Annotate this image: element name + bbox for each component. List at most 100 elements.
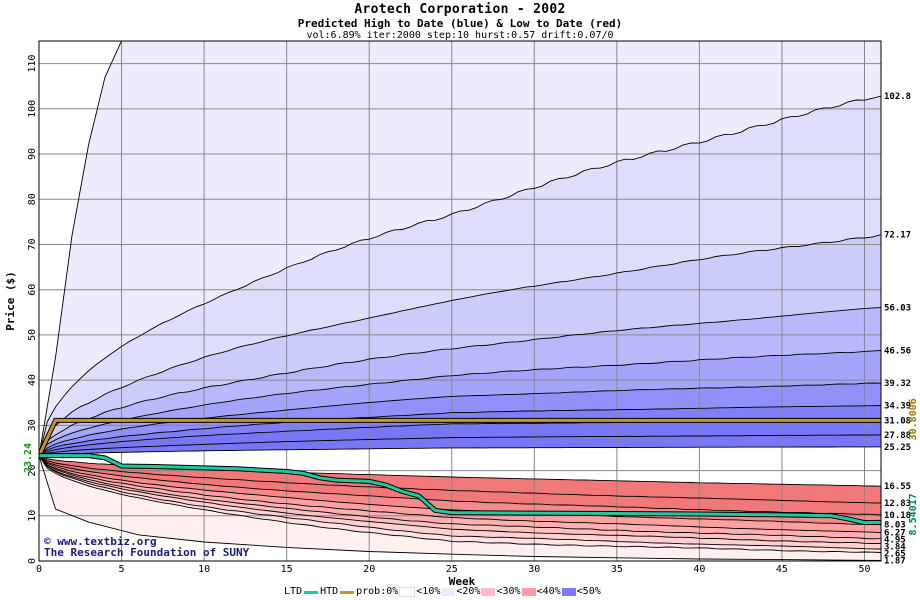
quantile-end-label: 1.87 <box>884 557 906 567</box>
quantile-end-label: 6.27 <box>884 529 906 539</box>
high-probability-band <box>39 96 881 456</box>
high-probability-band <box>39 434 881 456</box>
x-tick-label: 0 <box>36 564 42 575</box>
legend-htd-swatch <box>340 590 355 594</box>
y-axis-label: Price ($) <box>4 271 17 331</box>
ltd-end-value: 8.54017 <box>908 493 919 535</box>
x-tick-label: 30 <box>528 564 540 575</box>
watermark-site: © www.textbiz.org <box>44 535 157 548</box>
legend-prob-label: prob:0% <box>356 586 399 597</box>
low-quantile-line <box>39 455 881 553</box>
low-probability-band <box>39 455 881 561</box>
high-probability-band <box>39 41 881 456</box>
low-quantile-line <box>39 455 881 540</box>
x-tick-label: 10 <box>198 564 210 575</box>
quantile-end-label: 102.8 <box>884 92 911 102</box>
chart-legend: LTD HTD prob:0% <10% <20% <30% <40% <50% <box>284 586 601 599</box>
y-tick-label: 30 <box>27 419 38 431</box>
simulation-params: vol:6.89% iter:2000 step:10 hurst:0.57 d… <box>306 30 614 41</box>
high-quantile-line <box>39 350 881 457</box>
legend-band-swatch <box>521 588 536 596</box>
quantile-end-label: 12.83 <box>884 499 911 509</box>
low-quantile-line <box>39 455 881 545</box>
legend-band-label: <50% <box>576 586 601 597</box>
y-tick-label: 50 <box>27 329 38 341</box>
htd-end-value: 30.8006 <box>908 398 919 440</box>
legend-htd-label: HTD <box>320 586 339 597</box>
high-quantile-line <box>39 405 881 457</box>
quantile-end-label: 25.25 <box>884 443 911 453</box>
low-probability-band <box>39 455 881 503</box>
y-tick-label: 20 <box>27 465 38 477</box>
low-quantile-line <box>39 455 881 516</box>
high-probability-band <box>39 383 881 456</box>
chart-header: Arotech Corporation - 2002 Predicted Hig… <box>0 0 920 42</box>
x-axis-label: Week <box>449 575 476 588</box>
legend-ltd-label: LTD <box>284 586 303 597</box>
quantile-end-label: 27.88 <box>884 431 911 441</box>
y-tick-label: 90 <box>27 148 38 160</box>
low-probability-band <box>39 455 881 549</box>
low-quantile-line <box>39 455 881 504</box>
legend-band-label: <40% <box>536 586 561 597</box>
high-quantile-line <box>39 95 881 457</box>
quantile-end-label: 46.56 <box>884 346 911 356</box>
y-tick-label: 10 <box>27 510 38 522</box>
watermark-org: The Research Foundation of SUNY <box>44 546 250 559</box>
legend-ltd-swatch <box>304 590 319 594</box>
high-probability-band <box>39 307 881 456</box>
chart-subtitle: Predicted High to Date (blue) & Low to D… <box>297 17 623 30</box>
x-tick-label: 15 <box>281 564 293 575</box>
legend-band-swatch <box>561 588 576 596</box>
x-tick-label: 50 <box>858 564 870 575</box>
y-tick-label: 60 <box>27 284 38 296</box>
legend-band-swatch <box>481 588 496 596</box>
quantile-end-label: 39.32 <box>884 379 911 389</box>
high-quantile-line <box>39 446 881 457</box>
high-probability-band <box>39 420 881 456</box>
legend-band-label: <10% <box>416 586 441 597</box>
high-quantile-line <box>39 307 881 457</box>
quantile-end-label: 3.84 <box>884 543 906 553</box>
low-quantile-line <box>39 455 881 561</box>
x-tick-label: 20 <box>363 564 375 575</box>
htd-line <box>39 418 881 457</box>
low-probability-band <box>39 455 881 533</box>
high-quantile-line <box>39 434 881 457</box>
low-quantile-line <box>39 455 881 550</box>
quantile-end-label: 34.39 <box>884 401 911 411</box>
ltd-line <box>39 454 881 525</box>
legend-band-label: <20% <box>456 586 481 597</box>
plot-frame <box>38 40 882 562</box>
start-price-label: 23.24 <box>23 443 34 473</box>
x-tick-label: 40 <box>693 564 705 575</box>
y-tick-label: 80 <box>27 193 38 205</box>
quantile-end-label: 2.65 <box>884 550 906 560</box>
median-band <box>39 446 881 487</box>
x-tick-label: 35 <box>611 564 623 575</box>
x-tick-label: 5 <box>119 564 125 575</box>
low-probability-band <box>39 455 881 515</box>
y-tick-label: 100 <box>27 100 38 118</box>
quantile-end-label: 56.03 <box>884 304 911 314</box>
legend-band-swatch <box>441 588 456 596</box>
quantile-end-label: 31.08 <box>884 416 911 426</box>
quantile-end-label: 72.17 <box>884 231 911 241</box>
high-probability-band <box>39 350 881 456</box>
quantile-end-label: 16.55 <box>884 482 911 492</box>
x-tick-label: 45 <box>776 564 788 575</box>
low-quantile-line <box>39 455 881 534</box>
y-tick-label: 110 <box>27 55 38 73</box>
chart-title: Arotech Corporation - 2002 <box>354 2 566 17</box>
y-tick-label: 0 <box>27 558 38 564</box>
high-quantile-line <box>39 41 881 456</box>
x-tick-label: 25 <box>446 564 458 575</box>
quantile-end-label: 10.18 <box>884 511 911 521</box>
quantile-end-label: 8.03 <box>884 521 906 531</box>
legend-band-swatch <box>399 587 416 597</box>
legend-band-label: <30% <box>496 586 521 597</box>
y-tick-label: 70 <box>27 238 38 250</box>
quantile-end-label: 4.95 <box>884 536 906 546</box>
high-quantile-line <box>39 234 881 457</box>
